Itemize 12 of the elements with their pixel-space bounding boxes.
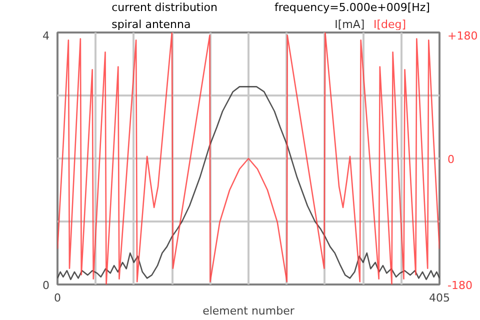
y2-tick-label: +180 (448, 30, 478, 42)
x-tick-label: 405 (429, 292, 450, 304)
series-label: I[deg] (374, 18, 406, 31)
x-axis-title: element number (202, 304, 295, 318)
text: frequency=5.000e+009[Hz] (274, 1, 430, 14)
chart-title: current distribution (112, 1, 218, 14)
text: I[mA] (334, 18, 365, 31)
y2-tick-label: 0 (448, 153, 454, 166)
line-series (58, 86, 440, 280)
y-tick-label: 4 (42, 30, 50, 42)
y2-tick-label: -180 (448, 279, 472, 292)
chart-subtitle: spiral antenna (112, 18, 191, 31)
